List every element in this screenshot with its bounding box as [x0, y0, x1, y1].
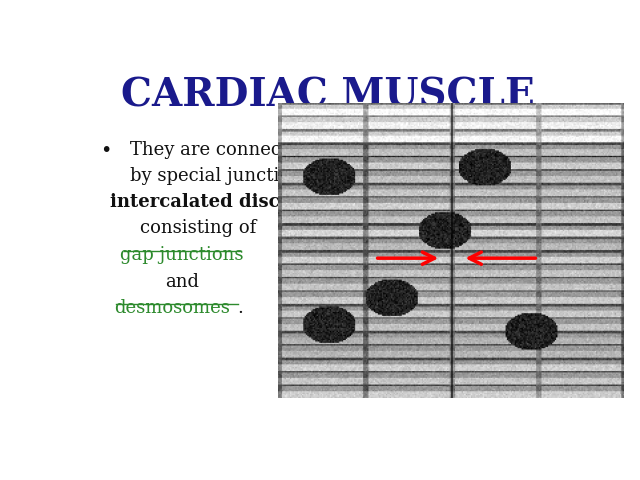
Text: and: and	[164, 273, 198, 291]
Text: •: •	[100, 141, 111, 160]
Text: intercalated discs –: intercalated discs –	[110, 192, 305, 211]
Text: by special junction -: by special junction -	[129, 167, 313, 185]
Text: .: .	[237, 300, 244, 317]
Text: They are connected: They are connected	[129, 141, 310, 159]
Text: gap junctions: gap junctions	[120, 246, 243, 264]
Text: CARDIAC MUSCLE: CARDIAC MUSCLE	[121, 76, 535, 114]
Text: consisting of: consisting of	[140, 219, 256, 238]
Text: desmosomes: desmosomes	[114, 300, 230, 317]
